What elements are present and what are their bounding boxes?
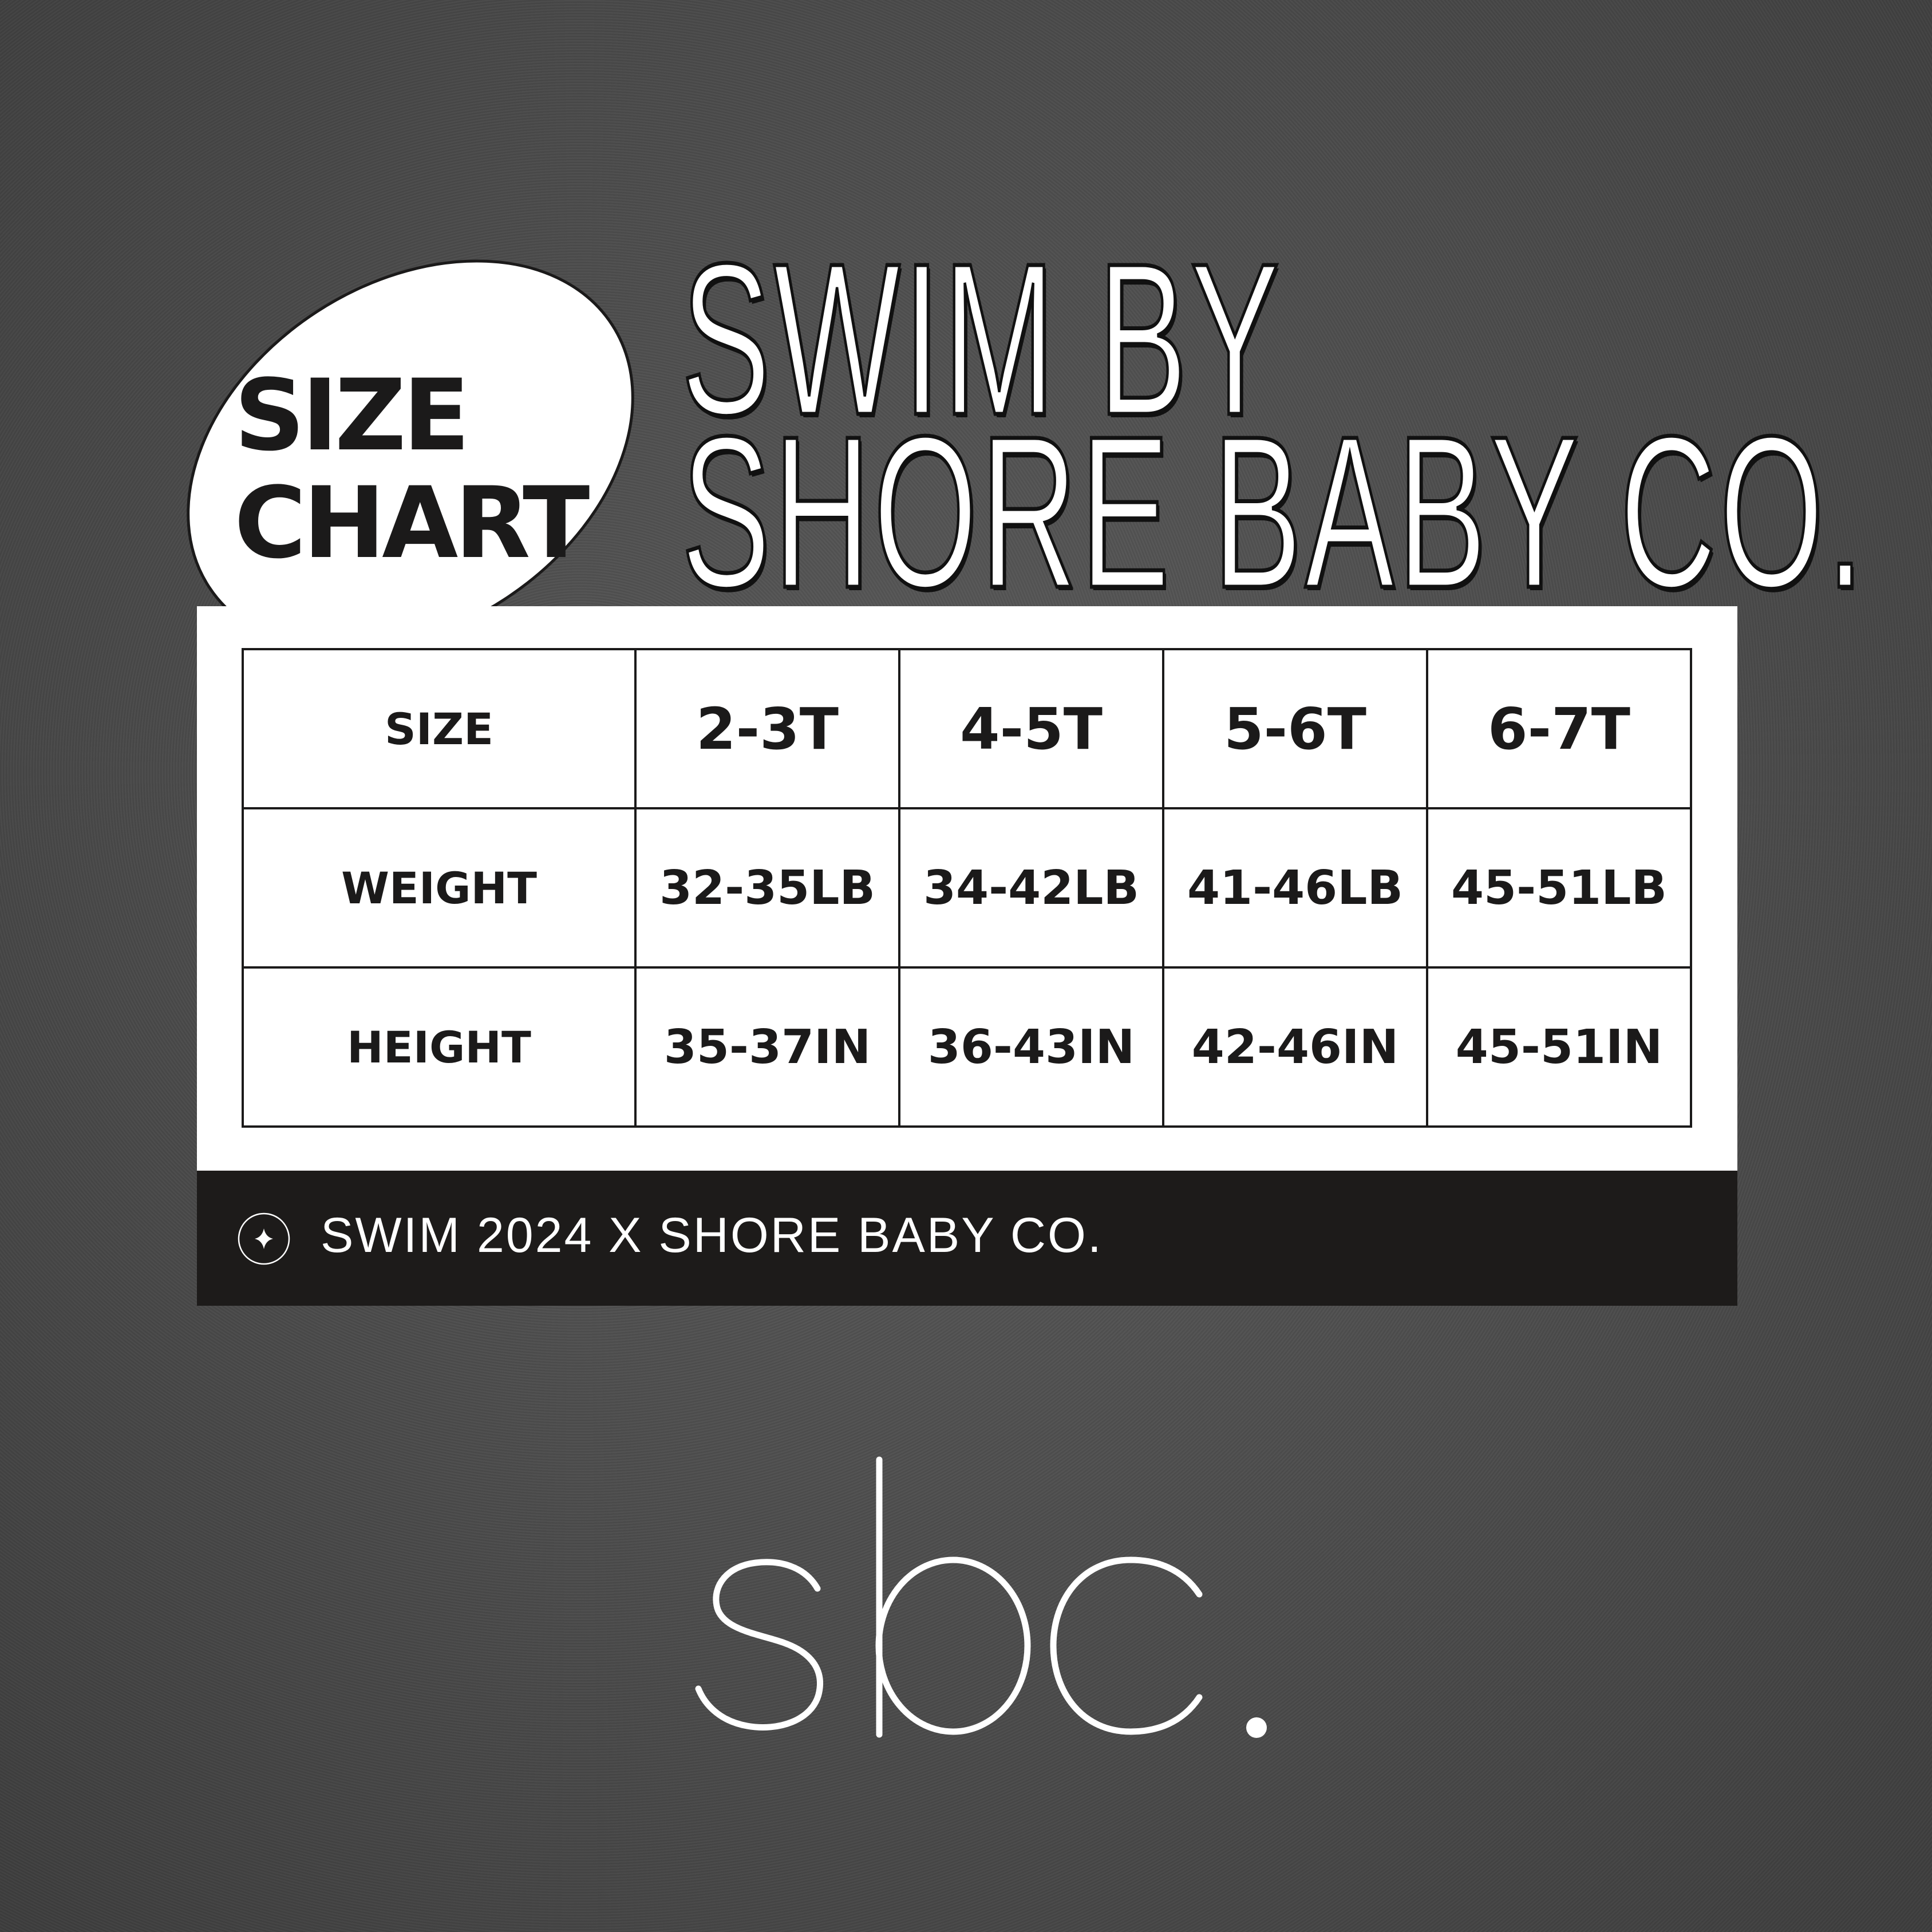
table-cell: 45-51IN [1426,966,1692,1128]
size-header: 6-7T [1426,648,1692,809]
row-label: SIZE [242,648,637,809]
size-table-card: SIZE 2-3T 4-5T 5-6T 6-7T WEIGHT 32-35LB … [197,606,1737,1171]
title-line-2: SHORE BABY CO. [680,392,1867,633]
footer-text: SWIM 2024 X SHORE BABY CO. [321,1208,1103,1263]
table-cell: 45-51LB [1426,807,1692,969]
footer-bar: SWIM 2024 X SHORE BABY CO. [197,1171,1737,1306]
table-cell: 35-37IN [634,966,900,1128]
badge-line-size: SIZE [234,358,470,473]
size-header: 2-3T [634,648,900,809]
title-line-1: SWIM BY [680,219,1283,460]
size-header: 5-6T [1162,648,1428,809]
size-table: SIZE 2-3T 4-5T 5-6T 6-7T WEIGHT 32-35LB … [242,648,1692,1128]
table-row-size: SIZE 2-3T 4-5T 5-6T 6-7T [242,648,1692,809]
table-cell: 36-43IN [898,966,1164,1128]
size-header: 4-5T [898,648,1164,809]
table-cell: 41-46LB [1162,807,1428,969]
size-chart-badge-ellipse [187,259,634,652]
badge-line-chart: CHART [234,465,590,580]
row-label: WEIGHT [242,807,637,969]
table-cell: 42-46IN [1162,966,1428,1128]
sbc-logo [695,1456,1267,1738]
table-row-weight: WEIGHT 32-35LB 34-42LB 41-46LB 45-51LB [242,807,1692,969]
table-cell: 32-35LB [634,807,900,969]
table-cell: 34-42LB [898,807,1164,969]
sparkle-star-icon [238,1212,290,1265]
table-row-height: HEIGHT 35-37IN 36-43IN 42-46IN 45-51IN [242,966,1692,1128]
row-label: HEIGHT [242,966,637,1128]
